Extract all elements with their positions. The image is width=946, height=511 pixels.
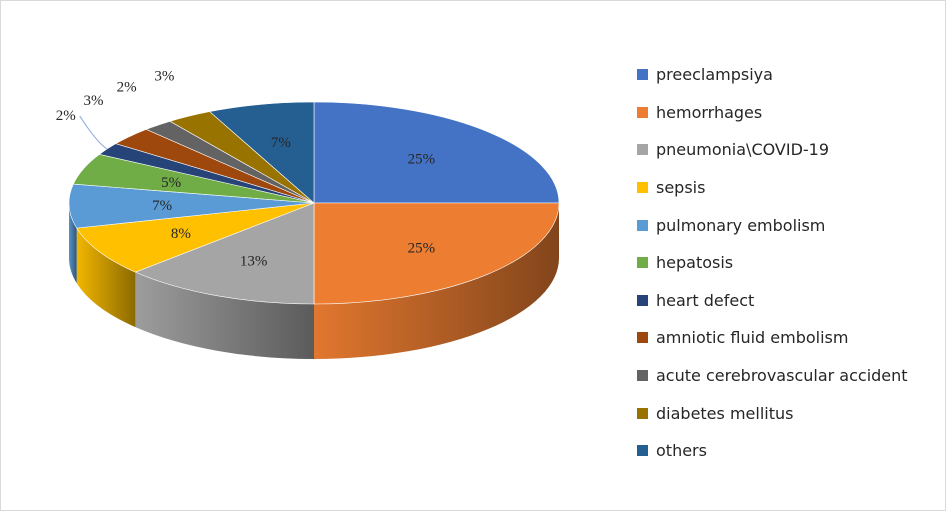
data-label: 13% bbox=[240, 253, 268, 269]
legend-item: hemorrhages bbox=[637, 94, 908, 132]
legend-swatch bbox=[637, 445, 648, 457]
legend-swatch bbox=[637, 69, 648, 81]
legend-swatch bbox=[637, 332, 648, 344]
legend-label: pneumonia\COVID-19 bbox=[656, 140, 830, 160]
legend-swatch bbox=[637, 257, 648, 269]
data-label: 7% bbox=[152, 198, 172, 214]
legend-item: amniotic fluid embolism bbox=[637, 319, 908, 357]
legend-label: heart defect bbox=[656, 290, 755, 310]
legend-label: acute cerebrovascular accident bbox=[656, 366, 908, 386]
data-label: 3% bbox=[83, 93, 103, 109]
legend-swatch bbox=[637, 182, 648, 194]
legend-swatch bbox=[637, 370, 648, 382]
data-label: 8% bbox=[171, 226, 191, 242]
data-labels: 25% 25% 13% 8% 7% 5% 2% 3% 2% 3% 7% bbox=[56, 69, 435, 270]
data-label: 3% bbox=[154, 69, 174, 85]
legend-item: heart defect bbox=[637, 282, 908, 320]
pie-sides bbox=[69, 203, 559, 359]
data-label: 25% bbox=[408, 240, 436, 256]
pie-slice-side bbox=[135, 272, 314, 359]
pie-slice bbox=[209, 101, 315, 204]
leader-line bbox=[79, 115, 108, 150]
data-label: 7% bbox=[271, 135, 291, 151]
data-label: 2% bbox=[117, 80, 137, 96]
legend-item: hepatosis bbox=[637, 244, 908, 282]
pie-slice-side bbox=[314, 203, 559, 359]
legend-swatch bbox=[637, 106, 648, 118]
pie-slice bbox=[313, 101, 560, 204]
legend-item: pulmonary embolism bbox=[637, 206, 908, 244]
data-label: 2% bbox=[56, 108, 76, 124]
legend-swatch bbox=[637, 294, 648, 306]
pie-slice bbox=[68, 183, 315, 229]
pie-slice bbox=[134, 202, 315, 305]
pie-slice-side bbox=[69, 203, 77, 284]
legend-swatch bbox=[637, 407, 648, 419]
pie-slice-side bbox=[76, 228, 136, 328]
legend-swatch bbox=[637, 219, 648, 231]
legend-item: sepsis bbox=[637, 169, 908, 207]
data-label: 5% bbox=[161, 175, 181, 191]
pie-slice bbox=[76, 202, 315, 273]
legend-item: others bbox=[637, 432, 908, 470]
legend-label: hemorrhages bbox=[656, 102, 763, 122]
legend-label: diabetes mellitus bbox=[656, 403, 794, 423]
legend-label: pulmonary embolism bbox=[656, 215, 826, 235]
legend: preeclampsiya hemorrhages pneumonia\COVI… bbox=[637, 56, 908, 470]
legend-label: sepsis bbox=[656, 178, 706, 198]
data-label: 25% bbox=[408, 152, 436, 168]
legend-label: preeclampsiya bbox=[656, 65, 773, 85]
legend-label: hepatosis bbox=[656, 253, 734, 273]
pie-tops bbox=[68, 101, 560, 305]
legend-item: diabetes mellitus bbox=[637, 394, 908, 432]
legend-swatch bbox=[637, 144, 648, 156]
legend-label: amniotic fluid embolism bbox=[656, 328, 849, 348]
legend-item: pneumonia\COVID-19 bbox=[637, 131, 908, 169]
pie-slice bbox=[313, 202, 560, 305]
legend-label: others bbox=[656, 441, 707, 461]
legend-item: preeclampsiya bbox=[637, 56, 908, 94]
legend-item: acute cerebrovascular accident bbox=[637, 357, 908, 395]
